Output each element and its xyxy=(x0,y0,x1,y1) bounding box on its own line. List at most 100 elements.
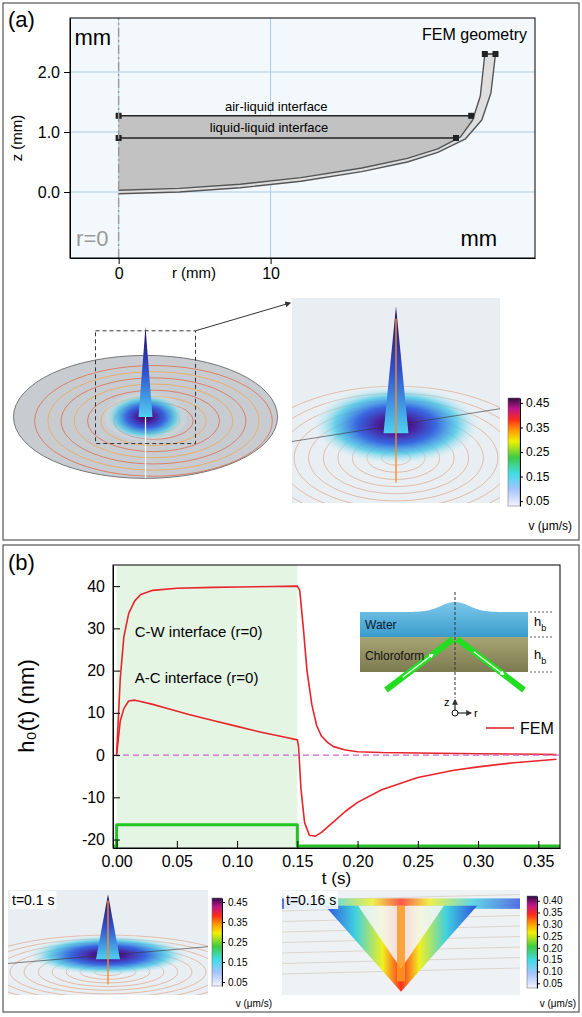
tick-label: 0.30 xyxy=(543,919,563,930)
render-contour xyxy=(74,384,232,458)
tick: 2.0 xyxy=(38,64,70,81)
tick: 0 xyxy=(96,747,120,764)
tick: 0.25 xyxy=(403,841,434,870)
tick: 10 xyxy=(87,704,120,721)
inset-axis-label: z xyxy=(444,696,450,708)
figure: (a)0.01.02.0010z (mm)r (mm)FEM geometrya… xyxy=(0,0,582,1017)
tick-label: 0.05 xyxy=(162,853,193,870)
marker xyxy=(492,51,498,57)
thickness-label: hb xyxy=(534,647,546,666)
render-contour xyxy=(88,390,220,452)
tick: 0.25 xyxy=(222,937,248,948)
tick-label: 0.0 xyxy=(38,184,60,201)
laser-beam xyxy=(386,639,453,690)
render-contour xyxy=(35,366,273,477)
axis: 0.050.100.150.200.250.300.350.40 xyxy=(537,895,563,989)
thickness-label: hb xyxy=(534,614,546,633)
tick: 0.30 xyxy=(463,841,494,870)
panel-label: (b) xyxy=(8,550,35,575)
tick-label: 0.20 xyxy=(543,943,563,954)
annotation: r=0 xyxy=(76,226,108,251)
tick-mark xyxy=(537,936,540,937)
tick-mark xyxy=(237,841,238,848)
tick-mark xyxy=(113,586,120,587)
tick-mark xyxy=(537,924,540,925)
tick: 0.10 xyxy=(222,841,253,870)
tick-mark xyxy=(537,913,540,914)
tick-mark xyxy=(222,942,225,943)
tick-mark xyxy=(222,922,225,923)
tick-mark xyxy=(538,841,539,848)
colorbar xyxy=(212,898,222,986)
render-peak-core xyxy=(107,901,108,985)
thickness-guide xyxy=(530,637,552,638)
legend-label: FEM xyxy=(520,720,554,737)
axis-origin xyxy=(452,710,458,716)
axis-line xyxy=(537,897,538,989)
axis: -20-10010203040 xyxy=(82,566,120,849)
colorbar xyxy=(527,896,537,988)
tick-label: 0.15 xyxy=(543,954,563,965)
tick-mark xyxy=(520,403,523,404)
panel-frame xyxy=(3,545,579,1012)
plot-data xyxy=(113,565,560,848)
series-line xyxy=(113,825,560,846)
tick: 0.35 xyxy=(520,421,550,435)
inset-axis xyxy=(455,592,456,698)
tick: 0.25 xyxy=(520,445,550,459)
tick: 0 xyxy=(115,258,124,282)
series-line xyxy=(117,700,557,836)
tick-mark xyxy=(113,713,120,714)
water-layer xyxy=(360,602,528,637)
tick-label: 0.35 xyxy=(228,917,248,928)
marker xyxy=(468,113,474,119)
tick: 0.15 xyxy=(282,841,313,870)
thickness-label-sub: b xyxy=(541,656,546,666)
tick-mark xyxy=(64,132,70,133)
axis-arrow xyxy=(455,700,456,710)
tick-label: 0.40 xyxy=(543,895,563,906)
render-image xyxy=(282,890,520,995)
tick: 0.20 xyxy=(537,943,563,954)
render-background xyxy=(8,890,208,995)
inset: WaterChloroformhbhbzr xyxy=(360,592,552,719)
thickness-label-base: h xyxy=(534,614,541,629)
tick: 0.35 xyxy=(222,917,248,928)
tick: 0.05 xyxy=(520,494,550,508)
grid-line xyxy=(70,72,535,73)
panel-a: (a)0.01.02.0010z (mm)r (mm)FEM geometrya… xyxy=(3,3,579,540)
tick: 0.35 xyxy=(523,841,554,870)
colorbar-label: v (μm/s) xyxy=(236,998,272,1009)
tick: 0.00 xyxy=(102,841,133,870)
tick: 0.0 xyxy=(38,184,70,201)
tick-mark xyxy=(222,902,225,903)
axis: 0.000.050.100.150.200.250.300.35 xyxy=(102,841,561,870)
axis: 0.050.150.250.350.45 xyxy=(222,897,248,988)
render-dip xyxy=(325,906,477,992)
tick-label: 0.15 xyxy=(526,470,550,484)
tick: 40 xyxy=(87,578,120,595)
tick-mark xyxy=(113,671,120,672)
render-contour xyxy=(61,378,246,464)
render-image xyxy=(14,327,278,479)
axis-line xyxy=(71,258,536,259)
image-label: t=0.1 s xyxy=(12,892,54,908)
axis: 0.050.150.250.350.45 xyxy=(520,396,550,508)
tick-mark xyxy=(520,501,523,502)
series-line xyxy=(118,18,119,258)
image-label: t=0.16 s xyxy=(286,892,336,908)
tick-mark xyxy=(222,982,225,983)
tick-label: -20 xyxy=(82,831,105,848)
tick-mark xyxy=(271,258,272,264)
tick-mark xyxy=(537,971,540,972)
marker xyxy=(482,51,488,57)
tick-label: 0.10 xyxy=(222,853,253,870)
tick: 0.10 xyxy=(537,966,563,977)
tick-label: 0.35 xyxy=(523,853,554,870)
axis: 010 xyxy=(71,258,536,282)
plot-data xyxy=(116,18,499,258)
shaded-region xyxy=(117,565,298,848)
render-peak-core xyxy=(395,319,396,483)
render-contour xyxy=(48,372,259,470)
tick-label: 0.25 xyxy=(228,937,248,948)
